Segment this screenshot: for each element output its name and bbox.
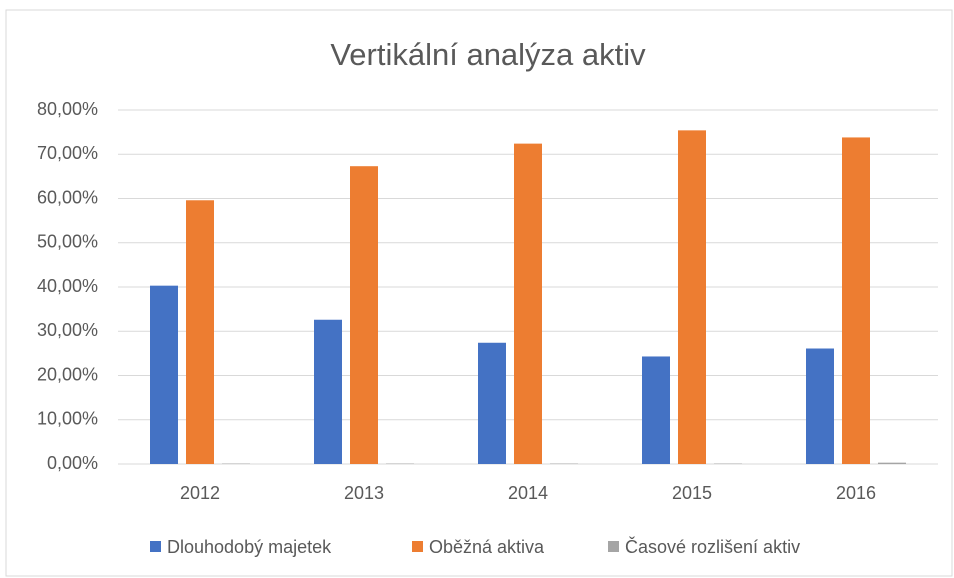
x-tick-label: 2013 — [344, 483, 384, 503]
y-tick-label: 60,00% — [37, 187, 98, 207]
y-tick-label: 80,00% — [37, 99, 98, 119]
x-tick-label: 2012 — [180, 483, 220, 503]
bar — [314, 319, 342, 464]
x-tick-label: 2015 — [672, 483, 712, 503]
bar — [678, 130, 706, 465]
legend-swatch — [608, 541, 619, 552]
x-tick-label: 2014 — [508, 483, 548, 503]
chart-border — [5, 9, 953, 577]
y-tick-label: 20,00% — [37, 364, 98, 384]
y-tick-label: 50,00% — [37, 232, 98, 252]
bar — [842, 137, 870, 464]
legend-label: Dlouhodobý majetek — [167, 537, 332, 557]
bar — [150, 285, 178, 464]
bar — [514, 143, 542, 464]
bar — [186, 200, 214, 464]
legend-swatch — [150, 541, 161, 552]
legend-label: Časové rozlišení aktiv — [625, 536, 800, 557]
y-tick-label: 70,00% — [37, 143, 98, 163]
bar — [806, 348, 834, 464]
y-tick-label: 40,00% — [37, 276, 98, 296]
bar — [350, 166, 378, 464]
bar — [878, 462, 906, 464]
legend-swatch — [412, 541, 423, 552]
chart-title: Vertikální analýza aktiv — [330, 37, 646, 72]
y-tick-label: 10,00% — [37, 409, 98, 429]
bar — [478, 342, 506, 464]
y-tick-label: 30,00% — [37, 320, 98, 340]
legend-label: Oběžná aktiva — [429, 537, 545, 557]
y-tick-label: 0,00% — [47, 453, 98, 473]
bar — [642, 356, 670, 464]
x-tick-label: 2016 — [836, 483, 876, 503]
